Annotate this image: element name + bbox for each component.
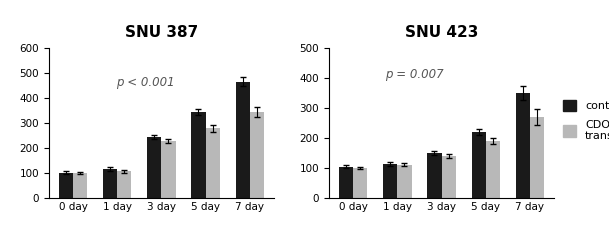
Bar (516, 93, 530, 198)
Bar (161, 141, 175, 198)
Bar (191, 113, 205, 198)
Bar (530, 117, 544, 198)
Bar (442, 156, 456, 198)
Bar (383, 164, 398, 198)
Text: p < 0.001: p < 0.001 (116, 76, 175, 88)
Bar (339, 167, 353, 198)
Bar (353, 168, 367, 198)
Bar (398, 165, 412, 198)
Bar (147, 137, 161, 198)
Bar (250, 113, 264, 198)
Bar (73, 173, 87, 198)
Legend: control, CDO1
transfection: control, CDO1 transfection (563, 100, 609, 141)
Title: SNU 423: SNU 423 (405, 25, 478, 40)
Bar (59, 173, 73, 198)
Bar (428, 153, 442, 198)
Text: p = 0.007: p = 0.007 (385, 68, 444, 81)
Bar (205, 128, 220, 198)
Bar (236, 82, 250, 198)
Title: SNU 387: SNU 387 (125, 25, 198, 40)
Bar (103, 169, 118, 198)
Bar (485, 141, 500, 198)
Bar (471, 132, 485, 198)
Bar (118, 172, 132, 198)
